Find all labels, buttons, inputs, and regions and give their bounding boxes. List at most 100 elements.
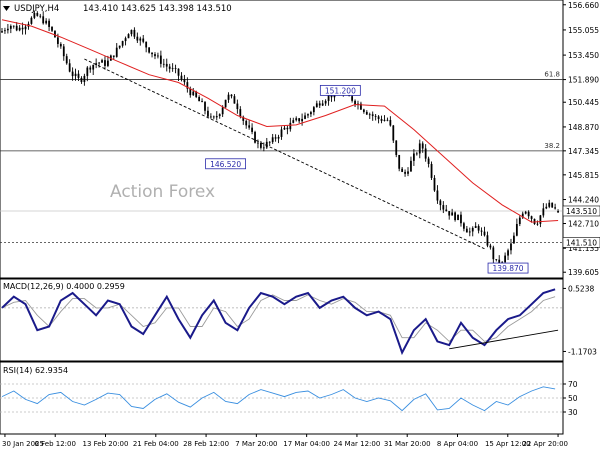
candle-body	[536, 223, 539, 225]
candle-body	[471, 227, 474, 232]
candle-body	[101, 60, 103, 63]
price-y-tick-label: 145.815	[568, 171, 599, 180]
candle-body	[330, 94, 333, 98]
time-tick-label: 28 Feb 12:00	[183, 440, 229, 448]
candle-body	[157, 55, 159, 57]
candle-body	[39, 15, 42, 17]
candle-body	[162, 63, 165, 65]
candle-body	[136, 36, 139, 41]
candle-body	[312, 107, 315, 113]
macd-signal-line	[1, 294, 556, 343]
candle-body	[289, 122, 292, 130]
candle-body	[139, 38, 142, 41]
candle-body	[183, 79, 186, 83]
candle-body	[177, 68, 180, 76]
candle-body	[324, 100, 327, 104]
candle-body	[554, 207, 557, 209]
candle-body	[318, 103, 321, 106]
candle-body	[168, 66, 171, 69]
candle-body	[174, 68, 177, 69]
candle-body	[15, 25, 18, 31]
price-panel: Action Forex USDJPY,H4 143.410 143.625 1…	[0, 0, 600, 279]
candle-body	[439, 200, 442, 206]
candle-body	[362, 109, 365, 112]
rsi-y-tick-label: 70	[568, 380, 578, 389]
candle-body	[18, 27, 21, 31]
rsi-panel: RSI(14) 62.9354 70 50 30	[0, 361, 578, 435]
candle-body	[6, 28, 9, 31]
candle-body	[265, 141, 268, 148]
candles	[1, 10, 559, 273]
candle-body	[127, 34, 130, 39]
candle-body	[268, 141, 271, 143]
candle-body	[204, 102, 206, 111]
candle-body	[171, 68, 174, 69]
candle-body	[530, 216, 533, 219]
candle-body	[492, 247, 495, 260]
dropdown-triangle-icon[interactable]	[3, 6, 10, 11]
candle-body	[542, 208, 545, 216]
candle-body	[239, 109, 242, 117]
macd-trendline	[449, 329, 559, 350]
candle-body	[527, 211, 530, 217]
candle-body	[251, 127, 253, 132]
candle-body	[298, 118, 301, 122]
candle-body	[260, 142, 262, 148]
candle-body	[360, 103, 362, 110]
candle-body	[351, 96, 354, 101]
rsi-y-tick-label: 30	[568, 408, 578, 417]
candle-body	[115, 47, 118, 57]
candle-body	[486, 235, 489, 246]
price-y-tick-label: 153.450	[568, 51, 599, 60]
rsi-line	[1, 386, 556, 412]
candle-body	[504, 255, 506, 263]
candle-body	[104, 60, 106, 66]
candle-body	[368, 114, 371, 116]
time-tick-label: 21 Feb 04:00	[133, 440, 179, 448]
candle-body	[21, 27, 24, 30]
candle-body	[121, 41, 124, 46]
candle-body	[83, 75, 86, 82]
candle-body	[112, 55, 115, 57]
candle-body	[218, 114, 221, 117]
candle-body	[198, 96, 201, 102]
candle-body	[510, 243, 512, 251]
candle-body	[57, 37, 59, 44]
support-level-label: 141.510	[566, 238, 597, 247]
price-y-tick-label: 139.605	[568, 268, 599, 277]
candle-body	[24, 26, 27, 30]
candle-body	[480, 230, 483, 232]
candle-body	[124, 38, 127, 42]
price-series	[1, 10, 559, 273]
candle-body	[201, 101, 203, 103]
candle-body	[107, 60, 109, 66]
candle-body	[295, 118, 298, 121]
candle-body	[148, 47, 151, 53]
price-annotation-label: 146.520	[210, 160, 241, 169]
candle-body	[133, 29, 136, 37]
price-annotations: 151.200 146.520 139.870	[205, 84, 529, 274]
candle-body	[36, 12, 39, 16]
time-tick-label: 24 Mar 12:00	[334, 440, 381, 448]
candle-body	[415, 153, 418, 155]
candle-body	[489, 245, 492, 248]
candle-body	[142, 38, 145, 42]
candle-body	[207, 110, 209, 117]
price-y-tick-label: 156.660	[568, 1, 599, 10]
rsi-y-tick-label: 50	[568, 394, 578, 403]
fib-level-label: 38.2	[544, 142, 560, 150]
candle-body	[145, 41, 148, 48]
macd-panel-frame	[0, 278, 564, 362]
candle-body	[283, 127, 286, 130]
candle-body	[292, 120, 295, 123]
candle-body	[380, 119, 383, 121]
candle-body	[257, 142, 259, 144]
candle-body	[154, 54, 156, 57]
candle-body	[51, 26, 53, 31]
candle-body	[354, 100, 356, 105]
candle-body	[483, 231, 486, 236]
time-tick-label: 22 Apr 20:00	[522, 440, 568, 448]
candle-body	[77, 73, 80, 78]
price-annotation-box	[319, 84, 361, 96]
